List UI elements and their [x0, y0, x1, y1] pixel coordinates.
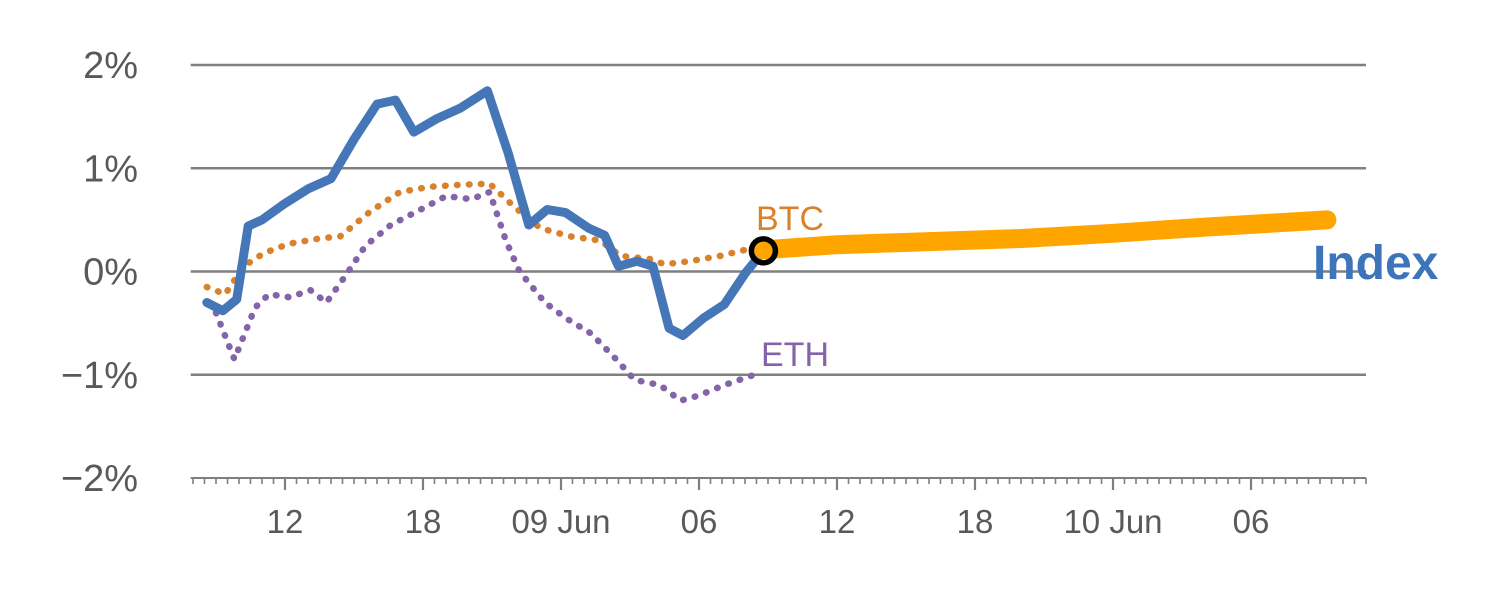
y-tick-label: −1% [61, 355, 138, 397]
series-btc [203, 180, 767, 298]
x-tick-label: 18 [957, 503, 994, 540]
x-tick-label: 12 [819, 503, 856, 540]
y-tick-label: 1% [83, 148, 138, 190]
btc-series-label: BTC [756, 200, 824, 238]
eth-series-label: ETH [761, 336, 829, 374]
x-tick-label: 10 Jun [1063, 503, 1162, 540]
x-tick-label: 09 Jun [511, 503, 610, 540]
x-tick-label: 06 [1233, 503, 1270, 540]
y-tick-label: 0% [83, 252, 138, 294]
series-index [202, 86, 768, 340]
series-index-forecast [753, 210, 1337, 260]
x-tick-label: 12 [267, 503, 304, 540]
current-point-marker [748, 236, 779, 266]
y-tick-label: −2% [61, 458, 138, 500]
x-tick-label: 06 [681, 503, 718, 540]
series-eth [212, 188, 758, 404]
index-series-label: Index [1313, 237, 1439, 290]
y-tick-label: 2% [83, 45, 138, 87]
x-tick-label: 18 [405, 503, 442, 540]
